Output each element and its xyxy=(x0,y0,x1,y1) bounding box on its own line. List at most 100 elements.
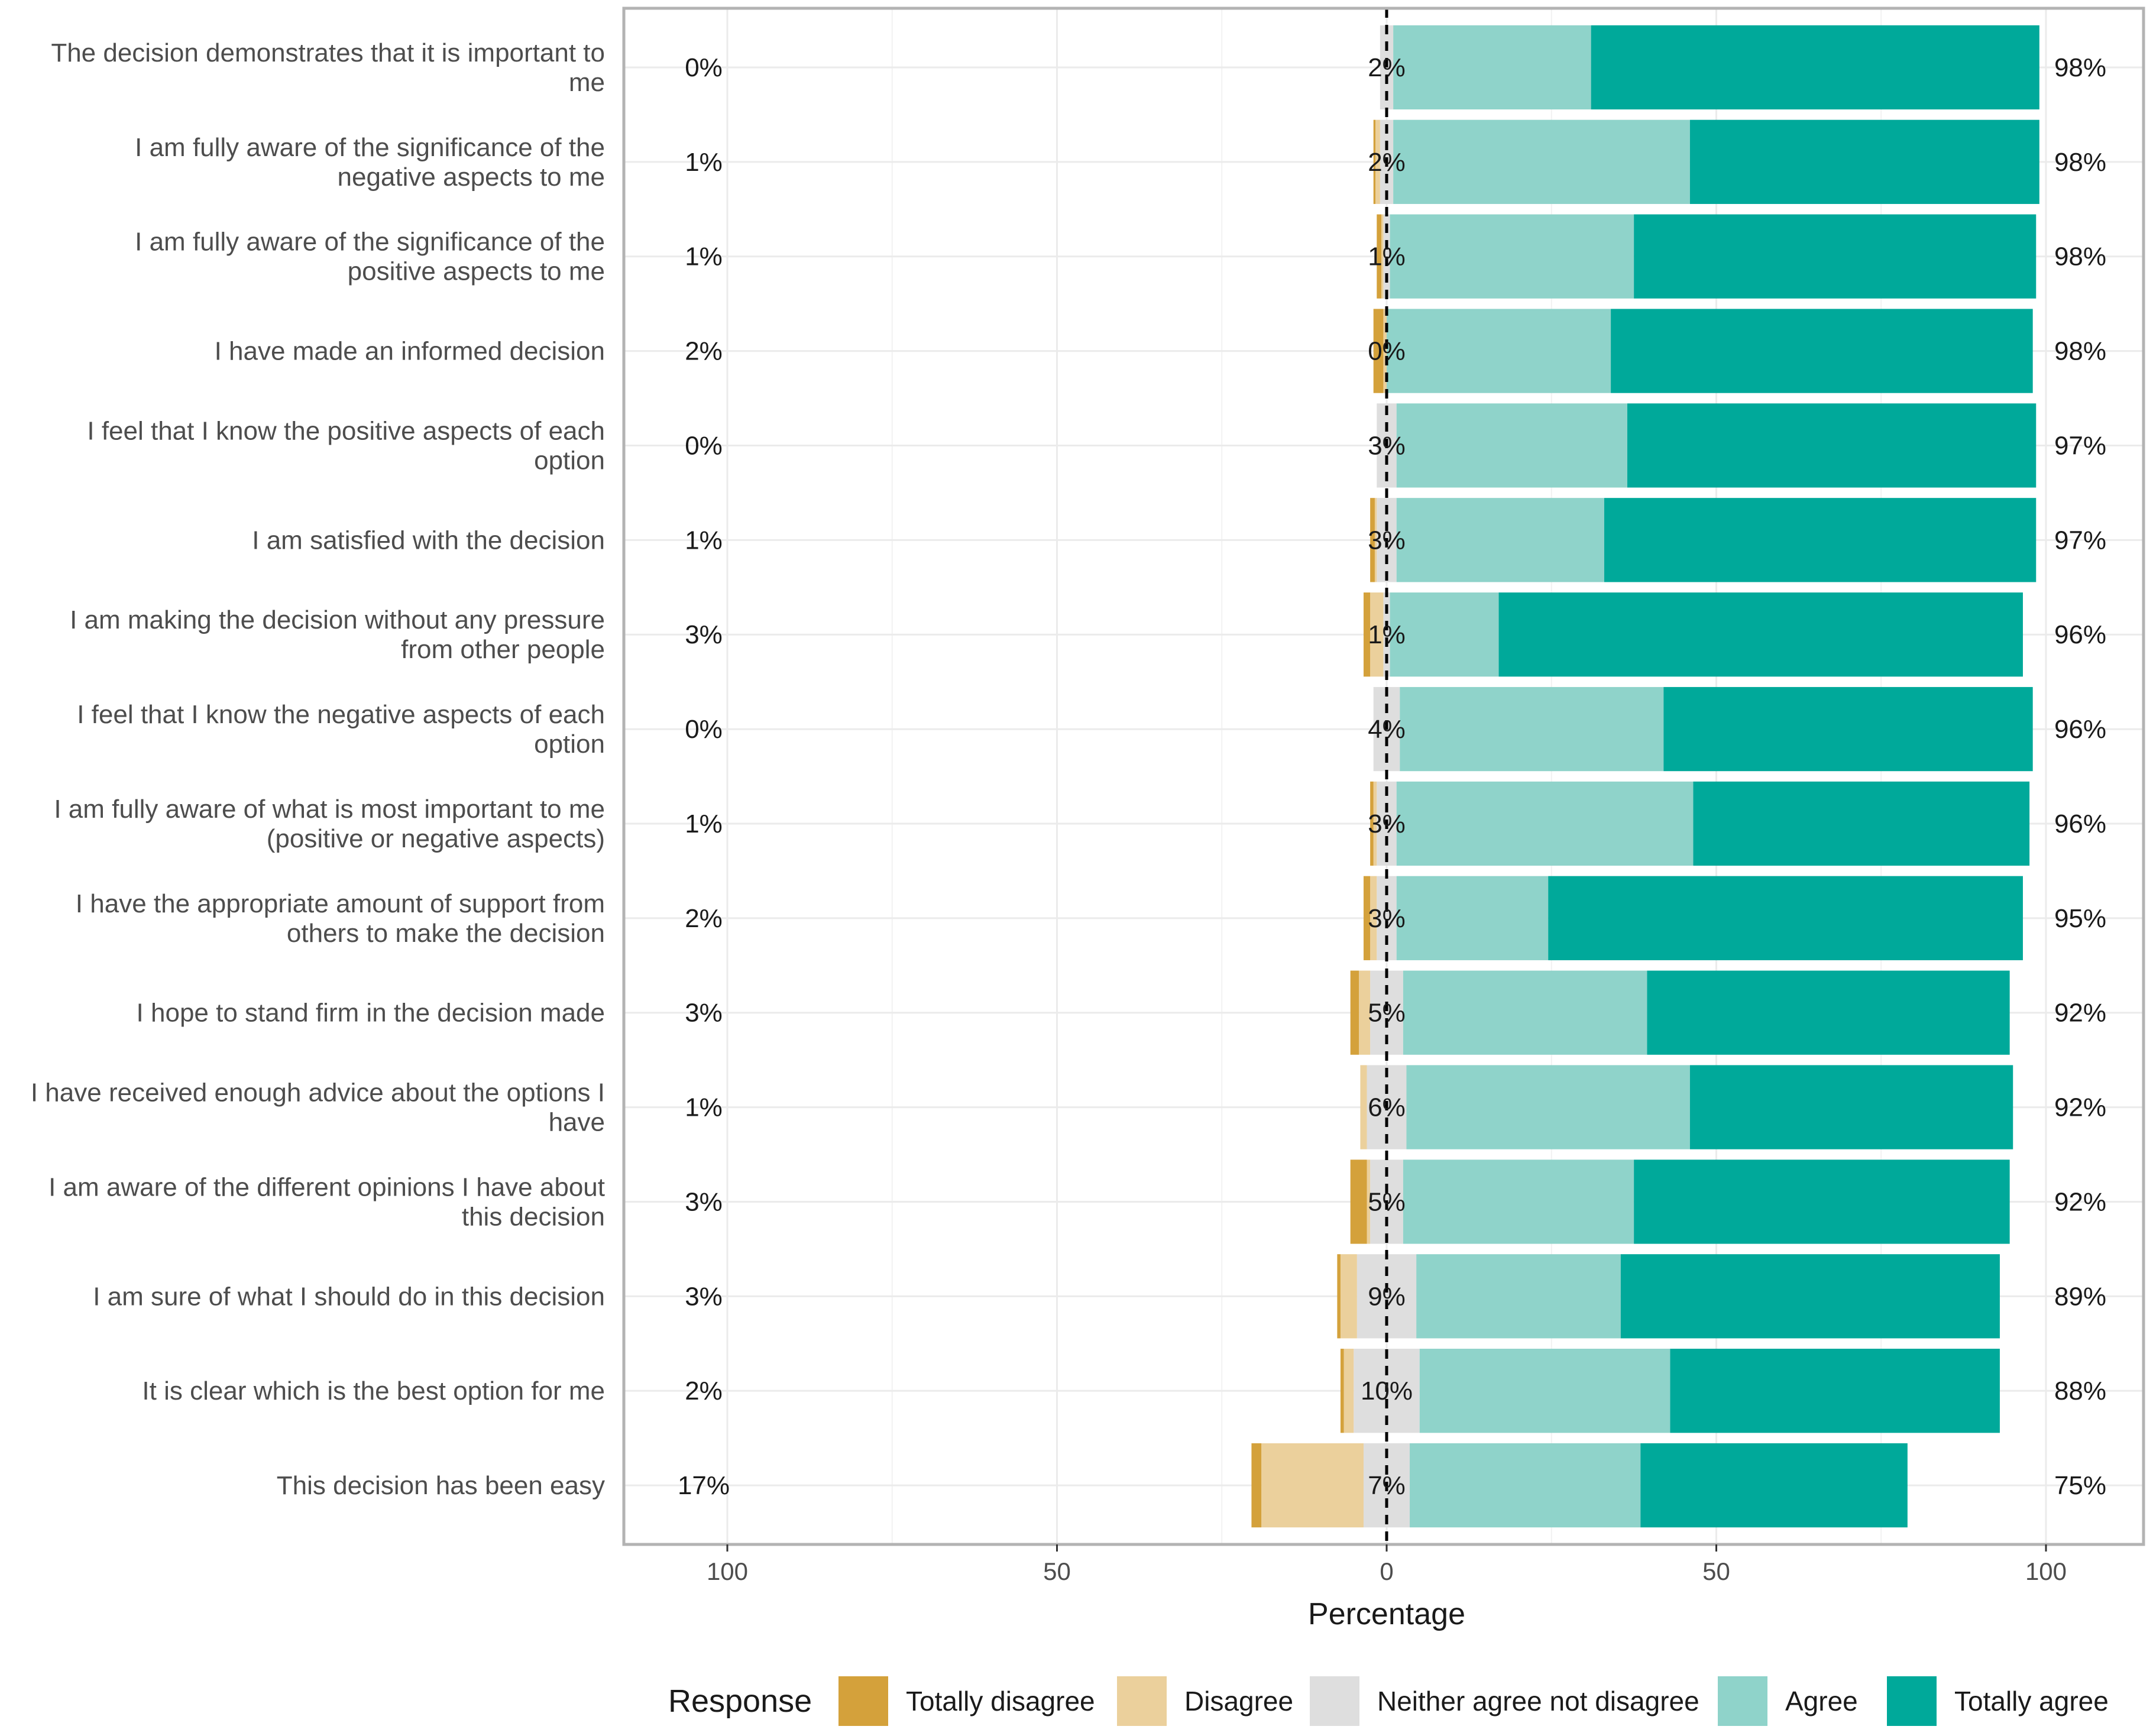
category-labels: The decision demonstrates that it is imp… xyxy=(31,38,605,1500)
panel-border xyxy=(622,7,2145,1546)
legend-label: Totally agree xyxy=(1954,1686,2109,1716)
pct-label-right: 92% xyxy=(2054,999,2106,1028)
bar-segment-agree xyxy=(1390,592,1499,677)
category-label: I am satisfied with the decision xyxy=(252,526,605,555)
pct-label-left: 1% xyxy=(685,1093,723,1122)
category-label: I am sure of what I should do in this de… xyxy=(93,1282,605,1311)
pct-label-left: 0% xyxy=(685,431,723,460)
pct-label-center: 5% xyxy=(1368,1187,1406,1216)
bar-segment-disagree xyxy=(1374,498,1377,582)
category-label: I have the appropriate amount of support… xyxy=(76,889,605,918)
bar-row-13 xyxy=(1337,1254,2000,1339)
bar-segment-disagree xyxy=(1383,309,1387,393)
bar-row-7 xyxy=(1373,686,2033,772)
bar-segment-disagree xyxy=(1375,119,1380,204)
bar-segment-disagree xyxy=(1370,876,1377,960)
bar-segment-neutral xyxy=(1383,214,1390,299)
pct-label-center: 2% xyxy=(1368,148,1406,177)
category-label: I feel that I know the negative aspects … xyxy=(77,700,605,729)
pct-label-left: 1% xyxy=(685,526,723,555)
bar-segment-totally-agree xyxy=(1611,309,2033,393)
pct-label-left: 17% xyxy=(678,1471,730,1500)
bar-segment-neutral xyxy=(1383,592,1390,677)
bar-segment-totally-agree xyxy=(1604,498,2037,582)
pct-label-center: 7% xyxy=(1368,1471,1406,1500)
category-label: I feel that I know the positive aspects … xyxy=(87,416,605,445)
bar-row-5 xyxy=(1370,498,2037,582)
pct-label-left: 3% xyxy=(685,999,723,1028)
bar-segment-disagree xyxy=(1343,1349,1354,1433)
legend-label: Disagree xyxy=(1184,1686,1293,1716)
pct-label-center: 3% xyxy=(1368,904,1406,933)
bar-segment-agree xyxy=(1419,1349,1670,1433)
category-label: this decision xyxy=(462,1202,605,1231)
pct-label-left: 3% xyxy=(685,1187,723,1216)
bar-segment-disagree xyxy=(1367,1160,1371,1244)
category-label: from other people xyxy=(401,635,605,664)
category-label: option xyxy=(534,730,605,759)
category-label: positive aspects to me xyxy=(348,257,605,286)
bar-row-1 xyxy=(1373,119,2039,204)
bar-segment-agree xyxy=(1410,1443,1641,1528)
bar-segment-totally-disagree xyxy=(1363,876,1371,960)
pct-label-right: 96% xyxy=(2054,620,2106,649)
pct-label-center: 3% xyxy=(1368,431,1406,460)
pct-label-center: 3% xyxy=(1368,526,1406,555)
bar-segment-totally-disagree xyxy=(1363,592,1371,677)
pct-label-right: 98% xyxy=(2054,337,2106,366)
legend-item-totally-disagree: Totally disagree xyxy=(838,1676,1095,1726)
legend-label: Agree xyxy=(1785,1686,1858,1716)
pct-label-right: 97% xyxy=(2054,526,2106,555)
category-label: I am aware of the different opinions I h… xyxy=(48,1173,605,1201)
legend-label: Totally disagree xyxy=(906,1686,1095,1716)
bar-segment-totally-agree xyxy=(1640,1443,1908,1528)
bar-segment-totally-disagree xyxy=(1350,1160,1367,1244)
pct-label-left: 1% xyxy=(685,242,723,271)
pct-label-center: 6% xyxy=(1368,1093,1406,1122)
category-label: (positive or negative aspects) xyxy=(267,824,605,853)
pct-label-left: 2% xyxy=(685,904,723,933)
bar-row-14 xyxy=(1340,1349,2000,1433)
bar-segment-totally-agree xyxy=(1647,970,2010,1055)
category-label: option xyxy=(534,446,605,475)
pct-label-right: 75% xyxy=(2054,1471,2106,1500)
legend-item-neutral: Neither agree not disagree xyxy=(1310,1676,1699,1726)
category-label: I have received enough advice about the … xyxy=(31,1078,605,1107)
bar-row-8 xyxy=(1370,781,2030,866)
bar-segment-agree xyxy=(1403,1160,1634,1244)
x-tick-label: 0 xyxy=(1380,1557,1393,1585)
category-label: It is clear which is the best option for… xyxy=(142,1377,605,1405)
bar-segment-totally-agree xyxy=(1620,1254,2000,1339)
bar-segment-totally-agree xyxy=(1548,876,2023,960)
bar-segment-agree xyxy=(1393,119,1690,204)
bar-segment-agree xyxy=(1416,1254,1621,1339)
pct-label-center: 1% xyxy=(1368,620,1406,649)
category-label: negative aspects to me xyxy=(338,163,605,192)
percentage-labels: 0% 2% 98% 1% 2% 98% 1% 1% 98% 2% 0% 98% 0% 3% 97% 1% 3% 9… xyxy=(678,53,2106,1500)
pct-label-right: 97% xyxy=(2054,431,2106,460)
bar-segment-disagree xyxy=(1370,592,1384,677)
bar-segment-totally-agree xyxy=(1498,592,2023,677)
pct-label-right: 98% xyxy=(2054,148,2106,177)
bar-row-6 xyxy=(1363,592,2023,677)
bar-row-0 xyxy=(1380,25,2039,110)
category-label: This decision has been easy xyxy=(277,1471,605,1500)
pct-label-right: 89% xyxy=(2054,1282,2106,1311)
bar-segment-agree xyxy=(1406,1065,1690,1149)
legend-title: Response xyxy=(668,1683,812,1719)
bar-segment-agree xyxy=(1403,970,1647,1055)
legend-swatch xyxy=(1117,1676,1167,1726)
legend-swatch xyxy=(1887,1676,1937,1726)
category-label: me xyxy=(569,68,605,97)
legend-item-totally-agree: Totally agree xyxy=(1887,1676,2109,1726)
pct-label-center: 3% xyxy=(1368,809,1406,838)
bar-segment-disagree xyxy=(1340,1254,1357,1339)
pct-label-right: 92% xyxy=(2054,1187,2106,1216)
bar-segment-agree xyxy=(1396,403,1627,488)
bar-segment-totally-agree xyxy=(1663,686,2033,772)
bar-row-11 xyxy=(1360,1065,2013,1149)
pct-label-left: 2% xyxy=(685,337,723,366)
bar-segment-agree xyxy=(1396,781,1694,866)
x-tick-label: 50 xyxy=(1702,1557,1730,1585)
